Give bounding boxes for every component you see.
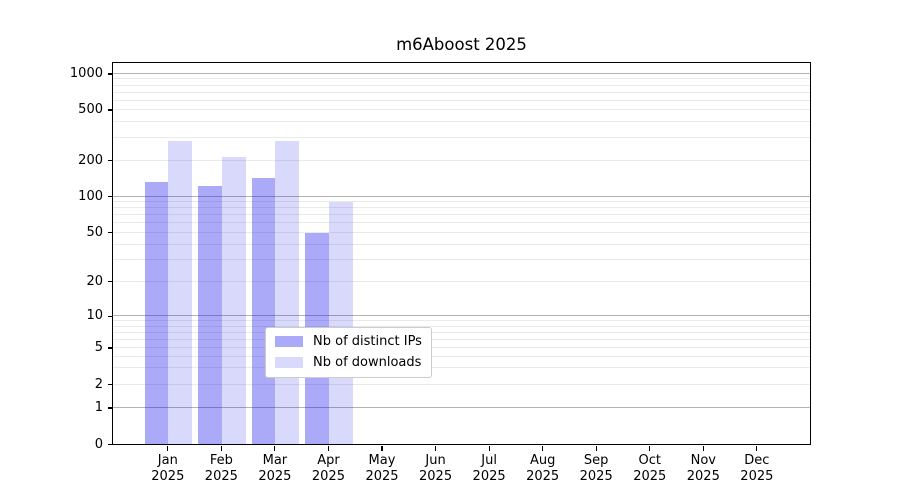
minor-gridline xyxy=(113,214,810,216)
x-tick-label-sep: Sep 2025 xyxy=(579,452,613,485)
minor-gridline xyxy=(113,78,810,80)
x-tick-label-dec: Dec 2025 xyxy=(740,452,774,485)
x-tick-mark xyxy=(167,446,169,451)
x-tick-label-feb: Feb 2025 xyxy=(204,452,238,485)
x-tick-label-aug: Aug 2025 xyxy=(526,452,560,485)
y-tick-mark xyxy=(108,315,113,317)
y-tick-mark xyxy=(108,232,113,234)
bar-downloads-mar xyxy=(275,141,300,444)
y-tick-mark xyxy=(108,347,113,349)
y-tick-mark xyxy=(108,443,113,446)
minor-gridline xyxy=(113,338,810,340)
x-tick-mark xyxy=(274,446,276,451)
x-tick-mark xyxy=(649,446,651,451)
y-tick-label: 100 xyxy=(78,188,103,204)
y-tick-label: 0 xyxy=(94,436,103,452)
x-tick-mark xyxy=(381,446,383,451)
y-tick-mark xyxy=(108,109,113,111)
minor-gridline xyxy=(113,259,810,261)
x-tick-mark xyxy=(756,446,758,451)
minor-gridline xyxy=(113,347,810,348)
x-tick-label-mar: Mar 2025 xyxy=(258,452,292,485)
bar-distinct-ips-feb xyxy=(198,185,222,444)
legend-item-distinct-ips: Nb of distinct IPs xyxy=(275,334,422,349)
bar-downloads-jan xyxy=(168,141,193,444)
downloads-swatch-icon xyxy=(275,357,303,368)
y-tick-label: 10 xyxy=(86,308,103,324)
y-tick-mark xyxy=(108,159,113,162)
bar-downloads-apr xyxy=(328,202,353,444)
major-gridline xyxy=(113,315,810,317)
minor-gridline xyxy=(113,383,810,385)
y-tick-mark xyxy=(108,383,113,386)
plot-area xyxy=(112,62,811,445)
y-tick-label: 1 xyxy=(94,400,103,415)
minor-gridline xyxy=(113,159,810,161)
minor-gridline xyxy=(113,137,810,139)
y-tick-mark xyxy=(108,195,113,198)
minor-gridline xyxy=(113,367,810,369)
distinct-ips-swatch-icon xyxy=(275,336,303,347)
y-tick-label: 50 xyxy=(86,224,103,240)
x-tick-label-apr: Apr 2025 xyxy=(311,452,345,485)
y-tick-mark xyxy=(108,73,113,75)
minor-gridline xyxy=(113,121,810,123)
x-tick-mark xyxy=(702,446,704,451)
minor-gridline xyxy=(113,231,810,233)
minor-gridline xyxy=(113,91,810,93)
minor-gridline xyxy=(113,207,810,209)
x-tick-label-oct: Oct 2025 xyxy=(633,452,667,485)
x-tick-label-may: May 2025 xyxy=(365,452,399,485)
x-tick-label-nov: Nov 2025 xyxy=(686,452,720,485)
minor-gridline xyxy=(113,320,810,322)
x-tick-mark xyxy=(220,446,222,451)
minor-gridline xyxy=(113,331,810,333)
minor-gridline xyxy=(113,109,810,110)
major-gridline xyxy=(113,73,810,74)
y-tick-label: 200 xyxy=(78,152,103,168)
x-tick-mark xyxy=(327,446,330,451)
y-tick-mark xyxy=(108,281,113,283)
y-tick-label: 2 xyxy=(94,376,103,392)
legend: Nb of distinct IPs Nb of downloads xyxy=(265,327,432,378)
x-tick-mark xyxy=(434,446,437,451)
minor-gridline xyxy=(113,222,810,224)
legend-label-downloads: Nb of downloads xyxy=(313,355,422,370)
major-gridline xyxy=(113,407,810,408)
y-tick-label: 5 xyxy=(94,340,103,355)
x-tick-mark xyxy=(595,446,597,451)
minor-gridline xyxy=(113,325,810,327)
chart-title: m6Aboost 2025 xyxy=(396,35,527,54)
x-tick-mark xyxy=(542,446,544,451)
y-tick-mark xyxy=(108,407,113,409)
bar-downloads-feb xyxy=(221,156,246,444)
y-tick-label: 20 xyxy=(86,273,103,289)
x-tick-label-jan: Jan 2025 xyxy=(151,452,185,485)
minor-gridline xyxy=(113,243,810,245)
legend-item-downloads: Nb of downloads xyxy=(275,355,422,370)
x-tick-mark xyxy=(488,446,490,451)
minor-gridline xyxy=(113,280,810,282)
legend-label-distinct-ips: Nb of distinct IPs xyxy=(313,334,422,349)
y-tick-label: 1000 xyxy=(69,66,103,81)
y-tick-label: 500 xyxy=(78,102,103,117)
bar-distinct-ips-mar xyxy=(251,177,276,444)
minor-gridline xyxy=(113,99,810,101)
minor-gridline xyxy=(113,355,810,357)
major-gridline xyxy=(113,195,810,197)
minor-gridline xyxy=(113,84,810,86)
minor-gridline xyxy=(113,201,810,202)
x-tick-label-jun: Jun 2025 xyxy=(419,452,453,485)
x-tick-label-jul: Jul 2025 xyxy=(472,452,506,485)
bar-distinct-ips-jan xyxy=(144,181,169,444)
